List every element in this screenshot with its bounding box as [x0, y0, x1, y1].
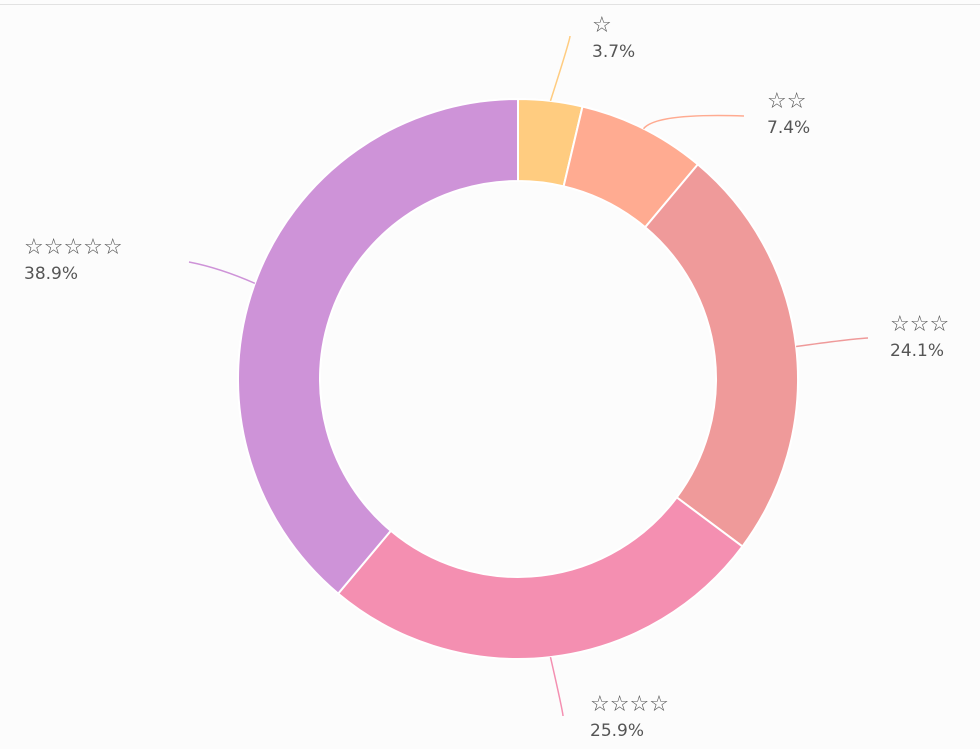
slice-label-2-star: ☆☆	[767, 89, 806, 114]
leader-line-1-star	[549, 35, 571, 102]
slice-percent-4-star: 25.9%	[590, 721, 644, 741]
slice-percent-5-star: 38.9%	[24, 264, 78, 284]
donut-slices	[237, 97, 799, 660]
leader-line-3-star	[796, 337, 869, 348]
leader-line-5-star	[188, 261, 256, 285]
leader-line-2-star	[642, 114, 745, 130]
label-leader-lines	[188, 35, 869, 717]
slice-label-5-star: ☆☆☆☆☆	[24, 235, 123, 260]
slice-percent-3-star: 24.1%	[890, 341, 944, 361]
slice-label-4-star: ☆☆☆☆	[590, 692, 669, 717]
slice-labels: ☆ 3.7% ☆☆ 7.4% ☆☆☆ 24.1% ☆☆☆☆ 25.9% ☆☆☆☆☆ 38.9%	[24, 13, 949, 741]
slice-percent-1-star: 3.7%	[592, 42, 635, 62]
slice-percent-2-star: 7.4%	[767, 118, 810, 138]
donut-slice-4-star	[336, 495, 744, 660]
donut-slice-3-star	[643, 162, 799, 548]
slice-label-1-star: ☆	[592, 13, 612, 38]
top-divider	[0, 4, 980, 5]
slice-label-3-star: ☆☆☆	[890, 312, 949, 337]
leader-line-4-star	[549, 656, 564, 717]
donut-slice-5-star	[237, 97, 519, 596]
